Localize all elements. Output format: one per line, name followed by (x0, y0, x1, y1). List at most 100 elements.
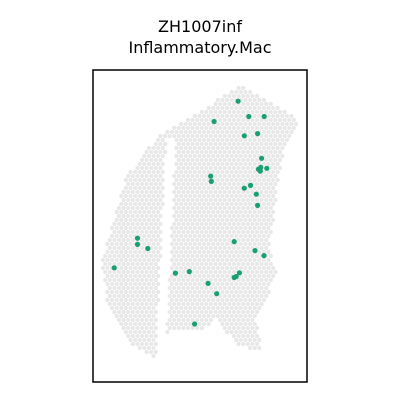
tissue-spot (107, 261, 112, 267)
tissue-spot (229, 153, 234, 159)
tissue-spot (144, 213, 149, 219)
tissue-spot (130, 197, 135, 203)
tissue-spot (137, 177, 142, 183)
tissue-spot (248, 145, 253, 151)
tissue-spot (245, 221, 250, 227)
tissue-spot (252, 297, 257, 303)
tissue-spot (190, 125, 195, 131)
tissue-spot (229, 225, 234, 231)
tissue-spot (243, 257, 248, 263)
tissue-spot (190, 197, 195, 203)
tissue-spot (245, 101, 250, 107)
tissue-spot (254, 293, 260, 299)
tissue-spot (192, 257, 197, 263)
tissue-spot (195, 261, 200, 267)
tissue-spot (204, 245, 209, 251)
tissue-spot (250, 117, 255, 123)
tissue-spot (167, 301, 172, 307)
tissue-spot (195, 221, 200, 227)
highlight-spot (257, 168, 263, 174)
tissue-spot (241, 341, 246, 347)
tissue-spot (176, 317, 181, 323)
tissue-spot (197, 305, 202, 311)
tissue-spot (179, 145, 184, 151)
tissue-spot (183, 217, 188, 223)
tissue-spot (156, 137, 161, 143)
tissue-spot (121, 245, 126, 251)
tissue-spot (236, 285, 241, 291)
tissue-spot (271, 201, 276, 207)
tissue-spot (199, 109, 204, 115)
tissue-spot (282, 141, 287, 147)
tissue-spot (248, 249, 253, 255)
tissue-spot (213, 101, 218, 107)
tissue-spot (174, 137, 179, 143)
tissue-spot (266, 249, 271, 255)
tissue-spot (123, 217, 128, 223)
tissue-spot (151, 153, 156, 159)
tissue-spot (199, 133, 204, 139)
highlight-spot (111, 265, 117, 271)
tissue-spot (123, 281, 128, 287)
tissue-spot (234, 161, 239, 167)
tissue-spot (222, 157, 227, 163)
tissue-spot (273, 165, 278, 171)
tissue-spot (248, 329, 253, 335)
tissue-spot (225, 249, 230, 255)
tissue-spot (204, 141, 209, 147)
tissue-spot (259, 285, 264, 291)
tissue-spot (144, 325, 149, 331)
tissue-spot (211, 153, 216, 159)
tissue-spot (225, 193, 230, 199)
tissue-spot (199, 221, 204, 227)
tissue-spot (238, 177, 243, 183)
tissue-spot (204, 165, 209, 171)
tissue-spot (266, 209, 271, 215)
tissue-spot (126, 325, 131, 331)
tissue-spot (144, 205, 149, 211)
tissue-spot (149, 333, 154, 339)
tissue-spot (259, 149, 264, 155)
tissue-spot (243, 89, 248, 95)
tissue-spot (254, 253, 260, 259)
highlight-spot (172, 270, 178, 276)
tissue-spot (149, 277, 154, 283)
tissue-spot (243, 177, 248, 183)
tissue-spot (208, 157, 214, 163)
tissue-spot (236, 221, 241, 227)
tissue-spot (192, 305, 197, 311)
tissue-spot (165, 129, 170, 135)
tissue-spot (241, 261, 246, 267)
tissue-spot (185, 285, 191, 291)
tissue-spot (151, 249, 156, 255)
tissue-spot (254, 101, 260, 107)
tissue-spot (174, 193, 179, 199)
tissue-spot (264, 197, 269, 203)
tissue-spot (252, 281, 257, 287)
tissue-spot (114, 273, 119, 279)
tissue-spot (250, 101, 255, 107)
tissue-spot (146, 257, 151, 263)
tissue-spot (199, 261, 204, 267)
tissue-spot (254, 93, 260, 99)
tissue-spot (195, 245, 200, 251)
tissue-spot (156, 209, 161, 215)
tissue-spot (229, 217, 234, 223)
tissue-spot (280, 113, 285, 119)
tissue-spot (264, 245, 269, 251)
tissue-spot (236, 237, 241, 243)
tissue-spot (245, 93, 250, 99)
tissue-spot (220, 161, 225, 167)
tissue-spot (229, 249, 234, 255)
tissue-spot (130, 229, 135, 235)
tissue-spot (137, 161, 142, 167)
tissue-spot (144, 301, 149, 307)
tissue-spot (179, 233, 184, 239)
tissue-spot (229, 321, 234, 327)
tissue-spot (289, 129, 294, 135)
tissue-spot (202, 289, 207, 295)
tissue-spot (211, 217, 216, 223)
tissue-spot (185, 197, 191, 203)
tissue-spot (248, 177, 253, 183)
tissue-spot (241, 141, 246, 147)
